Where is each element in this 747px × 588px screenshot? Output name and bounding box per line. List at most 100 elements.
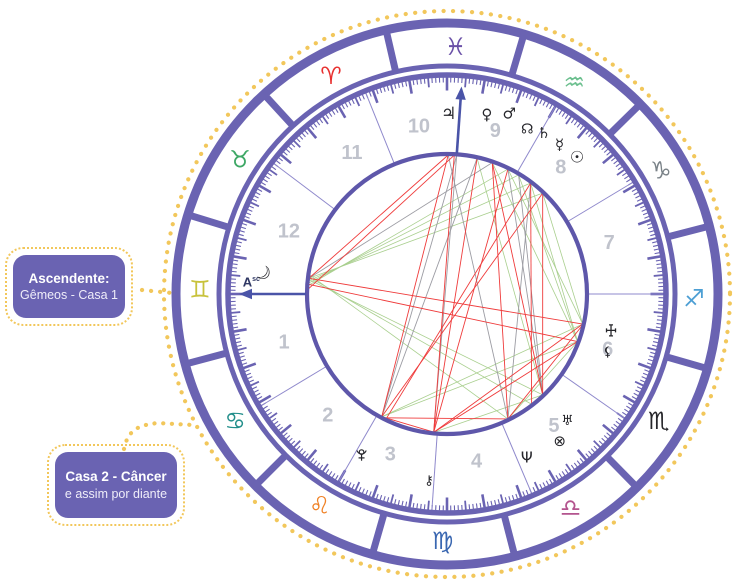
aspect-line (307, 154, 455, 290)
lilith-icon: ⚸ (603, 345, 613, 360)
midheaven-arrow-icon (455, 97, 463, 154)
aspect-line (530, 182, 533, 405)
sign-leo-icon: ♌ (309, 492, 331, 520)
sign-aquarius-icon: ♒ (563, 68, 585, 96)
aspect-line (385, 182, 532, 420)
uranus-icon: ♅ (561, 413, 574, 429)
zodiac-sign-divider (500, 511, 519, 561)
aspect-line (308, 182, 531, 282)
house2-callout-connector (121, 420, 196, 452)
zodiac-sign-divider (602, 452, 642, 492)
sign-virgo-icon: ♍ (432, 527, 454, 555)
house-number-9: 9 (490, 120, 501, 142)
house-number-10: 10 (408, 115, 430, 137)
venus-icon: ♀ (481, 105, 492, 123)
aspect-line (383, 417, 508, 420)
aspect-line (381, 192, 544, 417)
house-cusp-line (261, 366, 327, 406)
midheaven-arrow-icon-head (455, 86, 466, 100)
aspect-line (381, 416, 436, 433)
sign-capricorn-icon: ♑ (650, 157, 672, 185)
house-cusp-line (567, 182, 633, 222)
zodiac-sign-divider (507, 30, 529, 79)
house-number-8: 8 (555, 157, 566, 179)
sun-icon: ☉ (570, 147, 584, 166)
zodiac-band-outer-circle (171, 18, 723, 570)
pluto-icon (356, 449, 367, 461)
house-number-2: 2 (322, 404, 333, 426)
sign-cancer-icon: ♋ (225, 407, 247, 435)
aspect-line (507, 324, 583, 420)
mercury-icon: ☿ (555, 136, 564, 154)
zodiac-sign-divider (381, 26, 400, 75)
aspect-line (491, 162, 544, 395)
vertex-icon (605, 324, 617, 337)
aspect-line (491, 162, 509, 419)
sign-gemini-icon: ♊ (189, 276, 211, 304)
moon-icon: ☽ (249, 259, 276, 287)
house-cusp-line (431, 434, 438, 510)
sign-sagittarius-icon: ♐ (683, 284, 705, 312)
zodiac-sign-divider (664, 222, 714, 241)
house-number-11: 11 (341, 142, 362, 164)
aspect-circle-border (304, 151, 590, 437)
aspect-line (309, 274, 509, 420)
sign-pisces-icon: ♓ (445, 33, 467, 61)
house-number-5: 5 (548, 415, 559, 437)
zodiac-sign-divider (259, 89, 297, 130)
zodiac-sign-divider (605, 99, 645, 139)
house2-callout: Casa 2 - Câncer e assim por diante (47, 444, 185, 526)
zodiac-sign-divider (181, 349, 230, 369)
aspect-line (433, 155, 455, 433)
aspect-line (308, 279, 543, 396)
aspect-circle-fill (307, 154, 587, 434)
aspect-line (530, 182, 579, 342)
ascendant-callout-title: Ascendente: (28, 270, 110, 286)
zodiac-sign-divider (368, 510, 389, 559)
zodiac-sign-divider (663, 352, 712, 373)
degree-ring (225, 72, 669, 516)
aspect-line (308, 277, 583, 325)
aspect-line (433, 158, 478, 433)
house-number-12: 12 (278, 221, 300, 243)
house-cusp-line (365, 93, 395, 164)
house-cusp-line (338, 415, 377, 482)
aspect-line (381, 158, 478, 417)
aspect-line (447, 154, 509, 420)
neptune-icon: Ψ (521, 449, 533, 467)
house-cusp-line (501, 423, 532, 494)
part-of-fortune-icon: ⊗ (553, 432, 566, 450)
aspect-line (308, 154, 449, 279)
house-number-6: 6 (602, 338, 613, 360)
house-number-1: 1 (278, 331, 289, 353)
house-number-4: 4 (471, 450, 483, 472)
aspect-line (433, 323, 583, 433)
aspect-line (381, 155, 458, 417)
ascendant-callout-subtitle: Gêmeos - Casa 1 (20, 288, 118, 303)
sign-libra-icon: ♎ (560, 494, 582, 522)
aspect-line (381, 323, 583, 418)
mars-icon: ♂ (502, 104, 515, 122)
house-cusp-line (517, 106, 556, 173)
aspect-line (507, 182, 532, 419)
aspect-line (518, 174, 544, 395)
sign-aries-icon: ♈ (320, 62, 342, 90)
zodiac-sign-divider (250, 451, 290, 491)
sign-taurus-icon: ♉ (229, 145, 251, 173)
ascendant-callout: Ascendente: Gêmeos - Casa 1 (5, 247, 133, 326)
house2-callout-title: Casa 2 - Câncer (65, 469, 167, 485)
north-node-icon: ☊ (521, 122, 533, 138)
house-number-3: 3 (385, 443, 396, 465)
aspect-line (381, 154, 449, 417)
zodiac-sign-divider (183, 210, 232, 232)
jupiter-icon: ♃ (441, 104, 456, 124)
ascendant-arrow-icon-head (239, 288, 252, 300)
chiron-icon: ⚷ (424, 474, 434, 489)
zodiac-band-inner-circle (216, 63, 678, 525)
house-cusp-line (274, 163, 335, 210)
aspect-line (433, 341, 578, 433)
aspect-line (491, 162, 578, 342)
sign-scorpio-icon: ♏ (648, 407, 670, 435)
